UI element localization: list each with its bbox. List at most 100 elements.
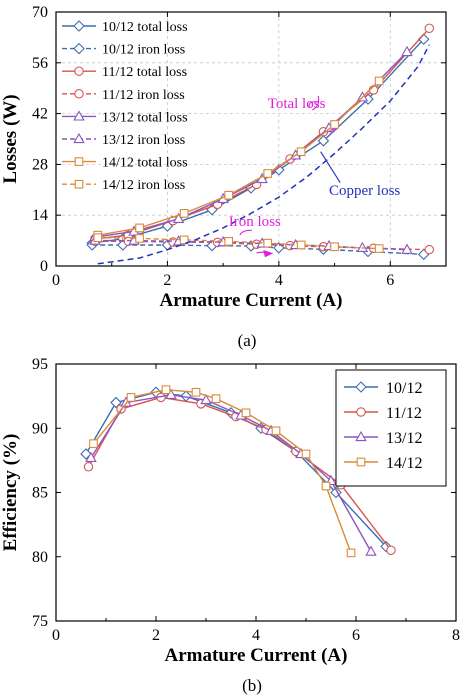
x-tick-label: 2 [152, 627, 160, 644]
legend-marker [74, 157, 84, 166]
legend-label: 14/12 iron loss [102, 178, 185, 193]
x-tick-label: 0 [52, 627, 60, 644]
data-point [85, 451, 97, 462]
series-14-12 [89, 385, 356, 558]
legend: 10/12 11/12 13/12 14/12 [335, 369, 447, 487]
data-point [424, 244, 435, 255]
data-point [317, 135, 330, 147]
x-axis-label: Armature Current (A) [160, 290, 343, 311]
y-tick-label: 56 [32, 55, 48, 72]
legend-label: 11/12 [386, 405, 422, 422]
y-tick-label: 80 [32, 549, 48, 566]
data-point [120, 396, 132, 407]
data-point [89, 439, 98, 449]
data-point [93, 233, 103, 243]
legend-label: 10/12 total loss [102, 20, 188, 35]
legend-marker [74, 89, 84, 99]
y-tick-label: 75 [32, 613, 48, 630]
plot-frame [55, 11, 447, 267]
data-point [172, 212, 185, 223]
series-line [97, 44, 430, 265]
iron-loss-arrow [239, 229, 252, 236]
legend-label: 11/12 total loss [102, 65, 187, 80]
legend-marker [73, 110, 85, 121]
data-point [365, 545, 377, 556]
legend-label: 13/12 total loss [102, 110, 188, 125]
legend-label: 14/12 total loss [102, 156, 188, 171]
series-copper-loss [97, 44, 430, 265]
x-tick-label: 6 [352, 627, 360, 644]
data-point [263, 169, 273, 178]
series-line [92, 388, 352, 554]
legend-marker [356, 457, 366, 467]
panel-label: (a) [238, 331, 257, 350]
legend-marker [73, 42, 85, 55]
series-14-12-iron-loss [93, 233, 384, 253]
data-point [374, 76, 384, 86]
legend-marker [356, 407, 366, 417]
annotation-arrows [239, 95, 341, 258]
y-tick-label: 85 [32, 485, 48, 502]
legend-label: 13/12 [386, 430, 422, 447]
data-point [200, 393, 212, 405]
data-point [224, 190, 234, 200]
data-point [241, 408, 251, 418]
x-tick-label: 4 [252, 627, 260, 644]
data-point [401, 243, 413, 254]
data-point [211, 394, 221, 404]
y-tick-label: 0 [40, 258, 48, 275]
y-tick-label: 42 [32, 106, 48, 123]
data-point [271, 426, 281, 436]
data-point [83, 462, 94, 472]
legend-marker [355, 381, 367, 393]
x-axis-label: Armature Current (A) [165, 645, 348, 666]
data-point [401, 45, 413, 57]
x-tick-label: 8 [452, 627, 460, 644]
legend-label: 14/12 [386, 455, 422, 472]
data-point [161, 385, 171, 395]
y-tick-label: 95 [32, 356, 48, 373]
data-point [191, 387, 201, 397]
data-point [296, 240, 306, 250]
data-point [374, 244, 384, 253]
copper-loss-arrow [320, 151, 341, 183]
y-tick-label: 70 [32, 4, 48, 21]
series-line [97, 80, 380, 236]
legend-box [335, 369, 447, 487]
data-point [356, 241, 369, 253]
series-14-12-total-loss [93, 76, 384, 240]
data-point [330, 120, 339, 129]
data-point [386, 545, 396, 556]
data-point [321, 481, 331, 491]
data-point [179, 209, 189, 218]
data-point [224, 236, 234, 246]
panel-label: (b) [242, 676, 262, 695]
data-point [126, 393, 136, 402]
y-axis-label: Efficiency (%) [0, 434, 21, 552]
data-point [135, 223, 144, 233]
legend-marker [74, 66, 84, 76]
data-point [346, 548, 356, 558]
legend-marker [73, 132, 85, 144]
series-line [95, 239, 408, 251]
data-point [135, 234, 144, 243]
chart-panel-a: 0 2 4 6 0 14 28 42 56 70 Armature Current (A) Losse… [0, 4, 447, 350]
legend-label: 10/12 iron loss [102, 43, 185, 58]
data-point [179, 235, 189, 245]
y-tick-label: 14 [32, 207, 48, 224]
legend-marker [355, 430, 367, 442]
y-axis-label: Losses (W) [0, 94, 21, 183]
data-point [330, 242, 339, 252]
total-loss-arrow-2 [308, 101, 318, 109]
data-point [263, 238, 273, 248]
iron-loss-arrowhead [263, 250, 274, 258]
x-tick-label: 6 [386, 272, 394, 289]
chart-panel-b: 0 2 4 6 8 75 80 85 90 95 Armature Current (A) Effic… [0, 356, 460, 695]
annotation-iron-loss: Iron loss [229, 214, 281, 230]
legend-marker [74, 179, 84, 189]
x-tick-label: 2 [163, 272, 171, 289]
annotation-copper-loss: Copper loss [329, 183, 400, 199]
x-tick-label: 0 [52, 272, 60, 289]
legend-label: 11/12 iron loss [102, 88, 185, 103]
legend: 10/12 total loss 10/12 iron loss 11/12 tot… [62, 20, 188, 193]
